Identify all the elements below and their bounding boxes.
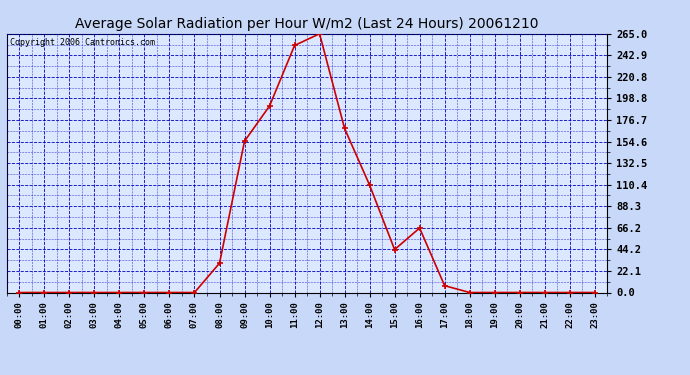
Title: Average Solar Radiation per Hour W/m2 (Last 24 Hours) 20061210: Average Solar Radiation per Hour W/m2 (L… bbox=[75, 17, 539, 31]
Text: Copyright 2006 Cantronics.com: Copyright 2006 Cantronics.com bbox=[10, 38, 155, 46]
